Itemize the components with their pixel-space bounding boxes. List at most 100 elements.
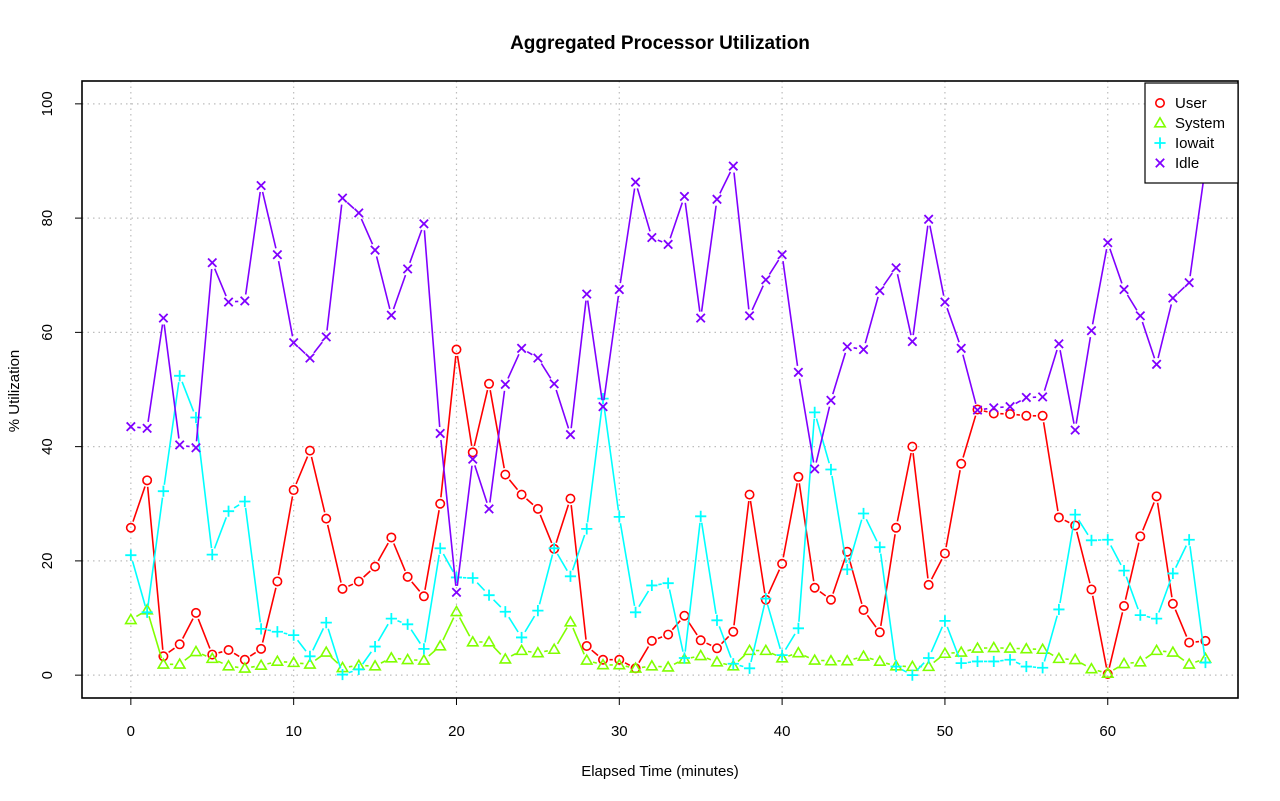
data-point-user (142, 475, 153, 486)
data-point-user (825, 594, 836, 605)
data-point-system (433, 639, 447, 651)
data-point-idle (321, 332, 332, 342)
data-point-idle (533, 353, 543, 363)
data-point-idle (581, 289, 592, 299)
data-point-system (873, 654, 887, 667)
data-point-iowait (613, 511, 625, 523)
data-point-user (646, 635, 657, 646)
series-line-system (135, 612, 1200, 673)
data-point-idle (891, 262, 901, 273)
data-point-iowait (1037, 662, 1049, 674)
data-point-system (205, 651, 219, 664)
data-point-system (1182, 657, 1196, 669)
data-point-system (580, 653, 594, 665)
y-tick-label: 100 (39, 91, 56, 116)
data-point-user (988, 408, 999, 419)
data-point-user (174, 639, 185, 650)
data-point-iowait (402, 618, 414, 630)
data-point-user (809, 582, 820, 593)
data-point-system (515, 643, 529, 656)
data-point-user (1005, 409, 1016, 420)
data-point-user (744, 489, 755, 500)
data-point-system (824, 654, 838, 666)
data-point-idle (1184, 277, 1194, 288)
data-point-idle (647, 232, 657, 243)
data-point-user (1119, 601, 1130, 612)
data-point-iowait (532, 604, 544, 617)
data-point-idle (679, 191, 690, 202)
data-point-iowait (743, 662, 756, 674)
data-point-system (759, 643, 773, 656)
data-point-user (891, 522, 902, 533)
data-point-iowait (711, 614, 723, 626)
data-point-iowait (662, 577, 674, 589)
data-point-user (1200, 635, 1211, 646)
legend-label-system: System (1175, 115, 1225, 132)
legend: User System Iowait Idle (1144, 82, 1239, 184)
data-point-user (1151, 491, 1162, 502)
x-tick-label: 10 (285, 723, 302, 740)
data-point-system (1150, 643, 1164, 656)
data-point-idle (451, 587, 462, 598)
data-point-iowait (434, 542, 446, 554)
data-point-idle (500, 379, 511, 390)
data-point-iowait (467, 572, 479, 584)
data-point-user (190, 607, 201, 618)
data-point-system (221, 659, 236, 671)
data-point-idle (1005, 401, 1015, 412)
data-point-system (987, 640, 1001, 653)
data-point-iowait (988, 655, 1000, 668)
data-point-iowait (239, 495, 251, 508)
data-point-user (451, 344, 462, 355)
data-point-iowait (336, 668, 349, 681)
data-point-system (173, 657, 187, 669)
data-point-iowait (385, 612, 397, 625)
x-tick-label: 50 (937, 723, 954, 740)
data-point-system (189, 644, 203, 657)
data-point-iowait (678, 652, 691, 664)
data-point-system (1003, 641, 1017, 653)
data-point-idle (126, 421, 136, 432)
data-point-user (1184, 637, 1195, 648)
x-tick-label: 0 (127, 723, 135, 740)
legend-marker-idle (1155, 158, 1165, 168)
data-point-iowait (418, 643, 430, 655)
legend-label-iowait: Iowait (1175, 135, 1215, 152)
data-point-system (1084, 662, 1099, 674)
data-point-iowait (597, 393, 609, 405)
data-point-idle (630, 177, 641, 187)
data-point-system (254, 658, 268, 671)
data-point-user (1086, 584, 1097, 595)
data-point-user (272, 576, 283, 587)
data-point-user (484, 378, 495, 389)
x-tick-label: 40 (774, 723, 791, 740)
data-point-idle (956, 343, 967, 354)
data-point-user (223, 645, 234, 656)
data-point-idle (695, 313, 706, 323)
data-point-system (596, 658, 610, 670)
data-point-idle (1021, 392, 1032, 403)
data-point-idle (207, 257, 218, 268)
data-point-iowait (499, 606, 511, 618)
data-point-idle (239, 296, 250, 306)
data-point-user (467, 447, 478, 458)
data-point-user (565, 493, 576, 504)
data-point-user (532, 503, 543, 514)
data-point-iowait (939, 615, 951, 627)
data-point-system (775, 651, 789, 663)
data-point-iowait (874, 541, 886, 553)
data-point-iowait (857, 507, 870, 520)
data-point-iowait (1069, 509, 1081, 521)
data-point-idle (419, 218, 429, 229)
data-point-iowait (222, 505, 235, 517)
x-axis-label: Elapsed Time (minutes) (581, 763, 739, 780)
data-point-system (498, 652, 512, 664)
data-point-user (972, 404, 983, 415)
data-point-iowait (1020, 660, 1032, 673)
data-point-user (353, 576, 364, 587)
data-point-system (466, 635, 480, 647)
data-point-iowait (776, 649, 788, 661)
y-tick-label: 60 (39, 324, 56, 341)
data-point-idle (760, 274, 771, 285)
